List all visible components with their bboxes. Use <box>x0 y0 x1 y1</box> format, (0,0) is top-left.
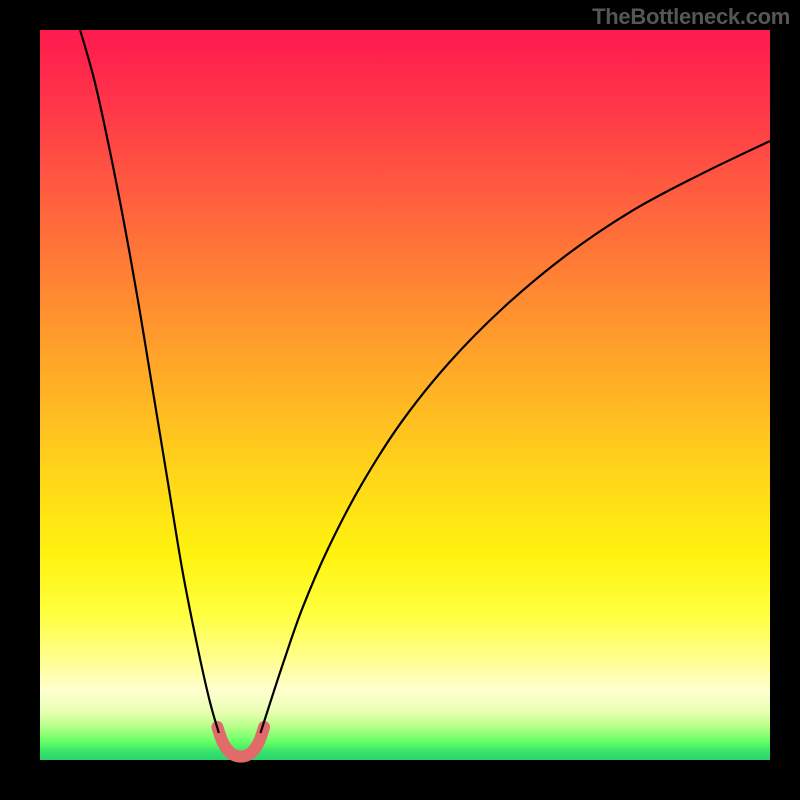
watermark-text: TheBottleneck.com <box>592 4 790 30</box>
right-curve <box>260 141 770 733</box>
valley-marker <box>217 727 264 757</box>
bottleneck-curve <box>40 30 770 770</box>
left-curve <box>80 30 219 733</box>
plot-area <box>40 30 770 770</box>
chart-frame: TheBottleneck.com <box>0 0 800 800</box>
